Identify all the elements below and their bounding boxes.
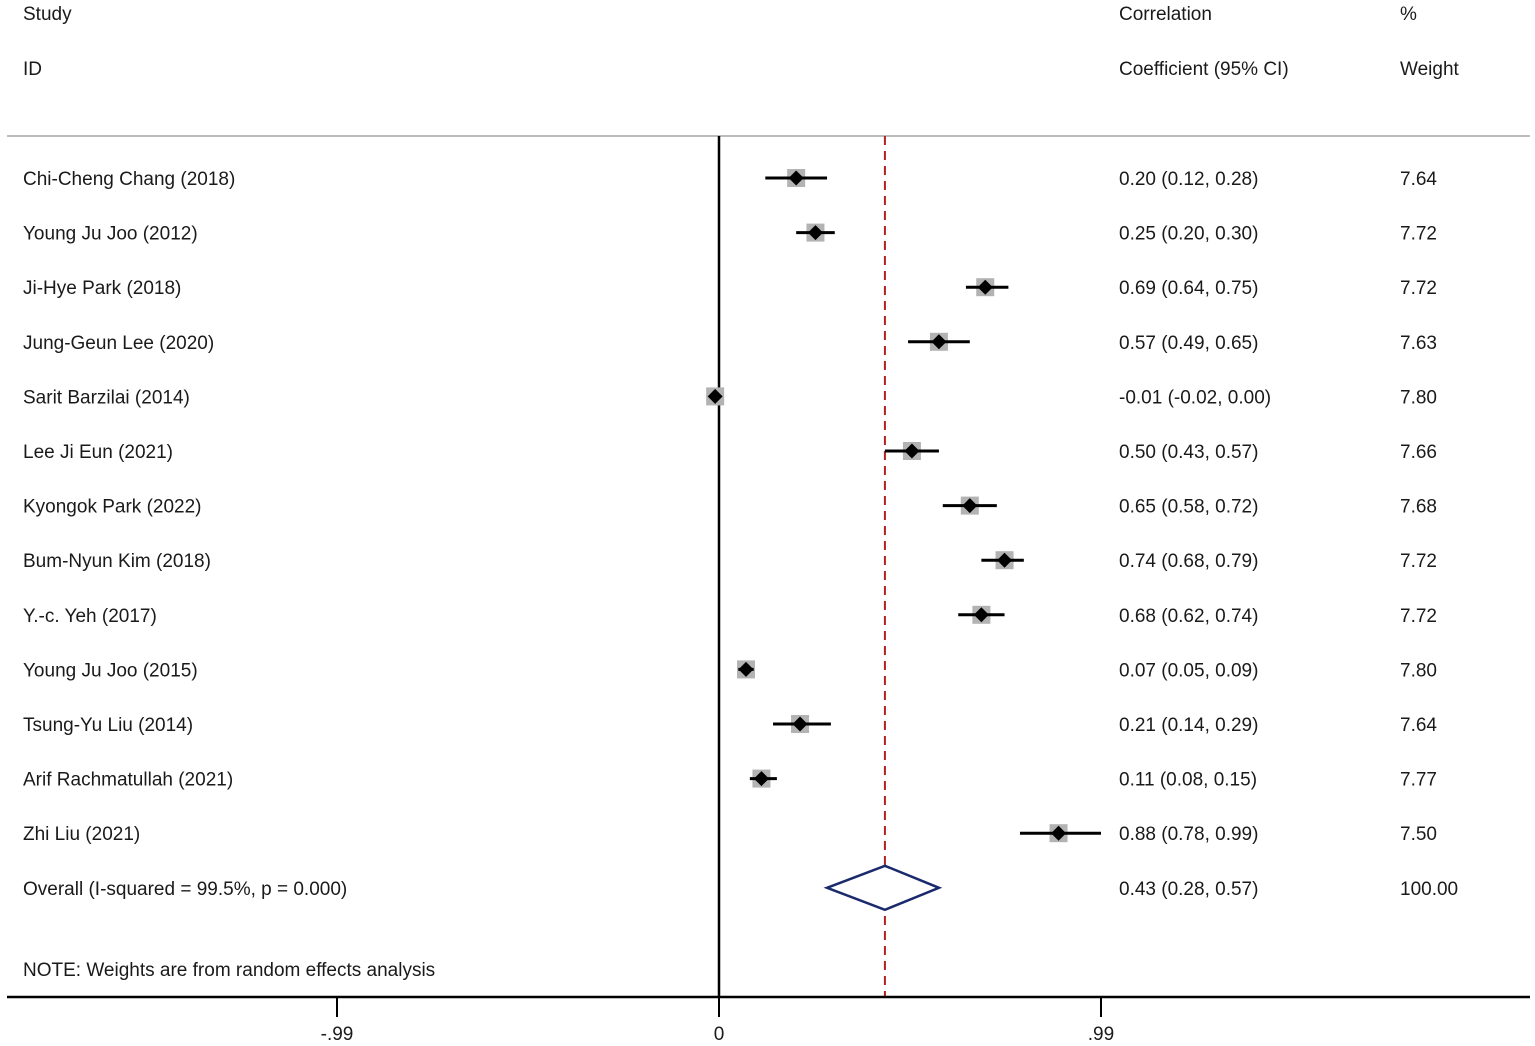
study-label: Zhi Liu (2021) [23,824,140,845]
point-estimate [753,771,769,787]
study-row: Young Ju Joo (2012) 0.25 (0.20, 0.30) 7.72 [23,223,1437,245]
study-row: Y.-c. Yeh (2017) 0.68 (0.62, 0.74) 7.72 [23,605,1437,627]
weight-value: 7.66 [1400,442,1437,463]
header-coefficient: Coefficient (95% CI) [1119,59,1289,80]
study-label: Bum-Nyun Kim (2018) [23,551,211,572]
x-tick-label: 0 [714,1024,725,1045]
overall-weight-value: 100.00 [1400,879,1458,900]
x-tick-label: -.99 [321,1024,354,1045]
study-row: Ji-Hye Park (2018) 0.69 (0.64, 0.75) 7.72 [23,278,1437,299]
weight-value: 7.80 [1400,660,1437,681]
ci-value: 0.57 (0.49, 0.65) [1119,333,1258,354]
study-row: Tsung-Yu Liu (2014) 0.21 (0.14, 0.29) 7.64 [23,715,1437,736]
weight-value: 7.64 [1400,715,1437,736]
weight-value: 7.68 [1400,497,1437,518]
study-row: Young Ju Joo (2015) 0.07 (0.05, 0.09) 7.80 [23,660,1437,681]
study-label: Ji-Hye Park (2018) [23,278,181,299]
point-estimate [807,225,823,241]
ci-value: 0.65 (0.58, 0.72) [1119,497,1258,518]
study-label: Young Ju Joo (2012) [23,224,198,245]
footnote: NOTE: Weights are from random effects an… [23,960,435,981]
study-label: Lee Ji Eun (2021) [23,442,173,463]
ci-value: 0.69 (0.64, 0.75) [1119,278,1258,299]
ci-value: 0.07 (0.05, 0.09) [1119,660,1258,681]
ci-value: 0.74 (0.68, 0.79) [1119,551,1258,572]
weight-value: 7.72 [1400,224,1437,245]
weight-value: 7.63 [1400,333,1437,354]
weight-value: 7.72 [1400,551,1437,572]
point-estimate [973,607,989,623]
ci-value: 0.68 (0.62, 0.74) [1119,606,1258,627]
study-label: Kyongok Park (2022) [23,497,202,518]
study-label: Tsung-Yu Liu (2014) [23,715,193,736]
study-row: Arif Rachmatullah (2021) 0.11 (0.08, 0.15… [23,769,1437,791]
header-id: ID [23,59,42,80]
study-label: Y.-c. Yeh (2017) [23,606,157,627]
point-estimate [931,334,947,350]
study-rows: Chi-Cheng Chang (2018) 0.20 (0.12, 0.28) 7… [23,169,1437,845]
x-axis-ticks: -.99 0 .99 [321,997,1114,1045]
ci-value: 0.20 (0.12, 0.28) [1119,169,1258,190]
point-estimate [788,170,804,186]
study-label: Arif Rachmatullah (2021) [23,770,233,791]
ci-value: -0.01 (-0.02, 0.00) [1119,387,1271,408]
point-estimate [707,388,723,404]
header-weight: Weight [1400,59,1460,80]
weight-value: 7.80 [1400,387,1437,408]
point-estimate [738,661,754,677]
overall-ci-value: 0.43 (0.28, 0.57) [1119,879,1258,900]
study-row: Zhi Liu (2021) 0.88 (0.78, 0.99) 7.50 [23,824,1437,845]
point-estimate [904,443,920,459]
weight-value: 7.72 [1400,606,1437,627]
study-label: Young Ju Joo (2015) [23,660,198,681]
ci-value: 0.25 (0.20, 0.30) [1119,224,1258,245]
study-label: Jung-Geun Lee (2020) [23,333,214,354]
point-estimate [792,716,808,732]
ci-value: 0.50 (0.43, 0.57) [1119,442,1258,463]
overall-diamond [823,864,943,912]
ci-value: 0.21 (0.14, 0.29) [1119,715,1258,736]
x-tick-label: .99 [1088,1024,1114,1045]
weight-value: 7.77 [1400,770,1437,791]
table-header: Study ID Correlation Coefficient (95% CI… [23,4,1460,80]
header-percent: % [1400,4,1417,25]
weight-value: 7.64 [1400,169,1437,190]
overall-row: Overall (I-squared = 99.5%, p = 0.000) 0.… [23,864,1458,912]
weight-value: 7.72 [1400,278,1437,299]
ci-value: 0.11 (0.08, 0.15) [1119,770,1257,791]
study-row: Sarit Barzilai (2014) -0.01 (-0.02, 0.00)… [23,387,1437,408]
header-study: Study [23,4,72,25]
ci-value: 0.88 (0.78, 0.99) [1119,824,1258,845]
weight-value: 7.50 [1400,824,1437,845]
study-label: Sarit Barzilai (2014) [23,387,190,408]
point-estimate [1051,825,1067,841]
study-row: Jung-Geun Lee (2020) 0.57 (0.49, 0.65) 7.6… [23,332,1437,354]
header-correlation: Correlation [1119,4,1212,25]
study-row: Chi-Cheng Chang (2018) 0.20 (0.12, 0.28) 7… [23,169,1437,190]
study-row: Lee Ji Eun (2021) 0.50 (0.43, 0.57) 7.66 [23,442,1437,463]
study-row: Bum-Nyun Kim (2018) 0.74 (0.68, 0.79) 7.72 [23,551,1437,572]
point-estimate [997,552,1013,568]
point-estimate [962,498,978,514]
study-label: Chi-Cheng Chang (2018) [23,169,235,190]
overall-label: Overall (I-squared = 99.5%, p = 0.000) [23,879,347,900]
study-row: Kyongok Park (2022) 0.65 (0.58, 0.72) 7.68 [23,497,1437,518]
point-estimate [977,279,993,295]
